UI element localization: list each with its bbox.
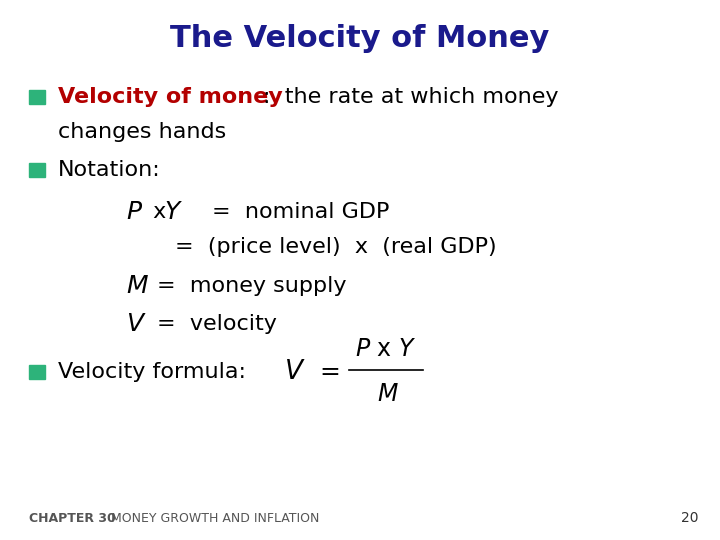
Text: Notation:: Notation: [58,160,161,180]
Text: changes hands: changes hands [58,122,226,143]
Text: x: x [146,202,174,222]
Text: $\mathbf{\mathit{Y}}$: $\mathbf{\mathit{Y}}$ [164,200,183,224]
Bar [29,90,45,104]
Text: $\mathbf{\mathit{V}}$: $\mathbf{\mathit{V}}$ [284,359,306,384]
Bar [29,163,45,177]
Text: $\mathbf{\mathit{M}}$: $\mathbf{\mathit{M}}$ [377,382,398,406]
Text: =  money supply: = money supply [157,276,346,296]
Text: $\mathbf{\mathit{P}}$: $\mathbf{\mathit{P}}$ [126,200,143,224]
Text: $\mathbf{\mathit{V}}$: $\mathbf{\mathit{V}}$ [126,312,147,336]
Text: $\mathbf{\mathit{P}}$ x $\mathbf{\mathit{Y}}$: $\mathbf{\mathit{P}}$ x $\mathbf{\mathit… [355,337,416,361]
Text: Velocity formula:: Velocity formula: [58,361,246,382]
Text: =  nominal GDP: = nominal GDP [212,202,390,222]
Text: =  velocity: = velocity [157,314,276,334]
Text: The Velocity of Money: The Velocity of Money [171,24,549,53]
Text: =  (price level)  x  (real GDP): = (price level) x (real GDP) [175,237,497,257]
Text: CHAPTER 30: CHAPTER 30 [29,512,115,525]
Text: MONEY GROWTH AND INFLATION: MONEY GROWTH AND INFLATION [99,512,320,525]
Text: $\mathbf{\mathit{M}}$: $\mathbf{\mathit{M}}$ [126,274,149,298]
Text: Velocity of money: Velocity of money [58,87,282,107]
Text: =: = [319,360,340,383]
Text: :  the rate at which money: : the rate at which money [263,87,558,107]
Text: 20: 20 [681,511,698,525]
Bar [29,364,45,379]
